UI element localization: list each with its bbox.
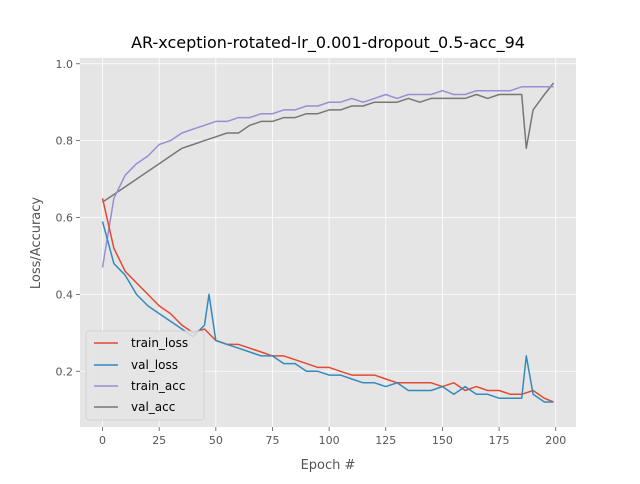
ticks: 0 25 50 75 100 125 150 175 200 0.2 0.4 0.6 0.8 1.0 xyxy=(56,58,567,447)
series-line-train-acc xyxy=(101,86,554,268)
legend-label-val-loss: val_loss xyxy=(131,358,178,372)
x-tick-label: 0 xyxy=(99,434,106,447)
grid xyxy=(80,58,576,427)
y-tick-label: 1.0 xyxy=(56,58,74,71)
series-layer xyxy=(101,82,555,403)
legend-label-train-acc: train_acc xyxy=(131,379,185,393)
chart-title: AR-xception-rotated-lr_0.001-dropout_0.5… xyxy=(131,33,525,53)
series-line-train-loss xyxy=(101,198,554,403)
x-tick-label: 50 xyxy=(209,434,223,447)
y-tick-label: 0.6 xyxy=(56,212,74,225)
x-tick-label: 200 xyxy=(545,434,566,447)
legend-box xyxy=(85,330,205,421)
series-line-val-loss xyxy=(101,221,554,403)
legend-label-val-acc: val_acc xyxy=(131,400,175,414)
y-axis-label: Loss/Accuracy xyxy=(29,197,44,290)
legend: train_loss val_loss train_acc val_acc xyxy=(85,330,205,421)
y-tick-label: 0.8 xyxy=(56,135,74,148)
x-tick-label: 125 xyxy=(375,434,396,447)
x-tick-label: 100 xyxy=(319,434,340,447)
x-tick-label: 75 xyxy=(265,434,279,447)
y-tick-label: 0.4 xyxy=(56,288,74,301)
series-line-val-acc xyxy=(102,82,555,203)
x-axis-label: Epoch # xyxy=(301,458,356,473)
y-tick-label: 0.2 xyxy=(56,365,74,378)
x-tick-label: 175 xyxy=(489,434,510,447)
x-tick-label: 150 xyxy=(432,434,453,447)
x-tick-label: 25 xyxy=(152,434,166,447)
legend-label-train-loss: train_loss xyxy=(131,336,188,350)
